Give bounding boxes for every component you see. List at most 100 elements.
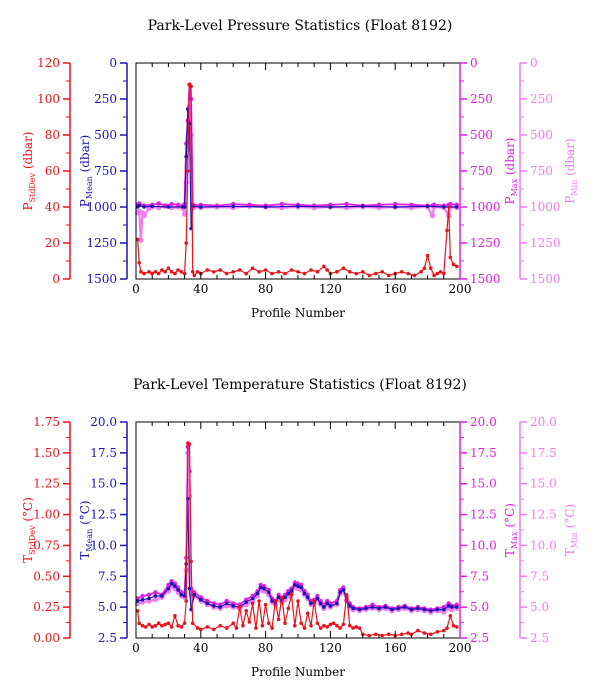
y-tick-label: 0 bbox=[530, 56, 538, 70]
data-point-mean bbox=[212, 604, 216, 608]
y-tick-label: 750 bbox=[530, 164, 553, 178]
x-tick-label: 120 bbox=[319, 641, 342, 655]
x-axis: 0 40 80 120 160 200 Profile Number bbox=[132, 422, 471, 679]
data-point-stddev bbox=[184, 241, 188, 245]
chart-title: Park-Level Pressure Statistics (Float 81… bbox=[148, 18, 453, 34]
data-point-stddev bbox=[380, 633, 385, 638]
data-point-stddev bbox=[325, 268, 330, 272]
y-tick-label: 7.5 bbox=[470, 569, 489, 583]
data-point-mean bbox=[140, 597, 145, 602]
data-point-min bbox=[152, 597, 158, 603]
data-point-mean bbox=[351, 606, 355, 611]
data-point-stddev bbox=[289, 268, 294, 272]
y-axis-max: 0 250 500 750 1000 1250 1500 PMax (dbar) bbox=[459, 56, 519, 286]
y-tick-label: 750 bbox=[470, 164, 493, 178]
y-tick-label: 2.5 bbox=[530, 631, 549, 645]
data-point-stddev bbox=[335, 623, 339, 628]
y-tick-label: 250 bbox=[530, 92, 553, 106]
data-point-mean bbox=[293, 583, 297, 587]
y-tick-label: 1.25 bbox=[33, 477, 60, 491]
data-point-stddev bbox=[263, 602, 268, 607]
y-axis-label-stddev: TStdDev (°C) bbox=[21, 497, 37, 563]
data-point-stddev bbox=[328, 622, 333, 627]
y-tick-label: 5.0 bbox=[530, 600, 549, 614]
data-point-mean bbox=[135, 599, 140, 603]
data-point-stddev bbox=[406, 271, 411, 276]
data-point-mean bbox=[250, 596, 255, 601]
y-tick-label: 1500 bbox=[86, 272, 117, 286]
data-point-mean bbox=[302, 591, 307, 596]
data-point-mean bbox=[296, 584, 300, 588]
y-tick-label: 60 bbox=[45, 164, 60, 178]
data-point-mean bbox=[199, 205, 203, 209]
y-tick-label: 0.50 bbox=[33, 569, 60, 583]
y-tick-label: 0.75 bbox=[33, 538, 60, 552]
data-point-stddev bbox=[315, 621, 320, 625]
data-point-stddev bbox=[318, 626, 323, 630]
data-point-stddev bbox=[139, 270, 143, 274]
data-point-stddev bbox=[199, 627, 203, 632]
data-point-mean bbox=[296, 204, 300, 209]
data-point-stddev bbox=[286, 606, 291, 611]
data-point-stddev bbox=[435, 271, 440, 276]
data-point-max bbox=[279, 201, 284, 207]
data-point-stddev bbox=[218, 268, 222, 272]
data-point-mean bbox=[322, 605, 326, 609]
data-point-stddev bbox=[224, 626, 229, 630]
data-point-min bbox=[429, 213, 436, 219]
data-point-stddev bbox=[451, 262, 456, 267]
data-point-stddev bbox=[205, 625, 210, 629]
data-point-stddev bbox=[412, 273, 417, 278]
data-point-max bbox=[140, 593, 145, 599]
data-point-mean bbox=[425, 204, 430, 209]
data-point-stddev bbox=[179, 625, 184, 629]
y-axis-label-max: TMax (°C) bbox=[503, 503, 519, 557]
data-point-stddev bbox=[399, 632, 404, 637]
data-point-stddev bbox=[422, 266, 427, 271]
data-point-stddev bbox=[140, 623, 145, 628]
y-axis-min: 2.5 5.0 7.5 10.0 12.5 15.0 17.5 20.0 TMin (°C) bbox=[519, 415, 579, 645]
data-point-stddev bbox=[173, 614, 177, 618]
data-point-stddev bbox=[344, 593, 349, 597]
y-tick-label: 0.25 bbox=[33, 600, 60, 614]
data-point-min bbox=[138, 237, 144, 243]
data-point-stddev bbox=[147, 270, 151, 274]
data-point-stddev bbox=[257, 270, 261, 274]
data-point-stddev bbox=[205, 268, 210, 272]
data-point-stddev bbox=[438, 270, 443, 274]
data-point-mean bbox=[328, 604, 333, 608]
data-point-mean bbox=[153, 594, 158, 598]
x-tick-label: 40 bbox=[193, 282, 208, 296]
data-point-stddev bbox=[179, 270, 184, 274]
y-tick-label: 12.5 bbox=[90, 508, 117, 522]
data-point-mean bbox=[231, 604, 235, 608]
data-point-stddev bbox=[166, 266, 171, 271]
y-tick-label: 1.75 bbox=[33, 415, 60, 429]
data-point-stddev bbox=[354, 625, 359, 629]
y-tick-label: 15.0 bbox=[90, 477, 117, 491]
data-point-stddev bbox=[247, 620, 252, 624]
data-point-stddev bbox=[142, 271, 146, 276]
data-point-mean bbox=[409, 607, 414, 612]
data-point-max bbox=[409, 202, 414, 207]
y-tick-label: 1250 bbox=[530, 236, 561, 250]
data-point-stddev bbox=[429, 632, 433, 637]
y-tick-label: 10.0 bbox=[470, 538, 497, 552]
data-point-stddev bbox=[189, 84, 193, 89]
data-point-mean bbox=[166, 205, 171, 209]
y-tick-label: 0.00 bbox=[33, 631, 60, 645]
data-point-max bbox=[247, 202, 252, 207]
data-point-mean bbox=[218, 605, 222, 609]
y-axis-label-min: TMin (°C) bbox=[563, 504, 579, 556]
data-point-stddev bbox=[348, 623, 352, 628]
y-tick-label: 120 bbox=[37, 56, 60, 70]
y-tick-label: 1250 bbox=[470, 236, 501, 250]
x-tick-label: 160 bbox=[384, 282, 407, 296]
y-tick-label: 2.5 bbox=[98, 631, 117, 645]
data-point-stddev bbox=[280, 595, 284, 600]
x-axis-label: Profile Number bbox=[251, 306, 345, 320]
data-point-stddev bbox=[341, 266, 346, 271]
data-point-stddev bbox=[442, 271, 446, 276]
y-tick-label: 500 bbox=[470, 128, 493, 142]
data-point-stddev bbox=[224, 271, 229, 276]
